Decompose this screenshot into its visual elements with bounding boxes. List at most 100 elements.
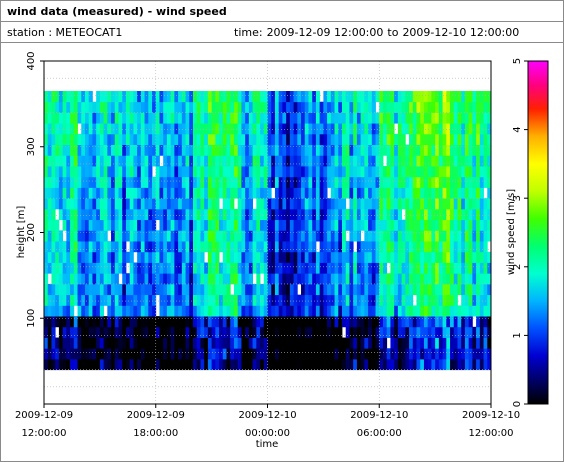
- heatmap-cell: [342, 101, 347, 113]
- heatmap-cell: [215, 155, 220, 167]
- heatmap-cell: [58, 112, 64, 124]
- heatmap-cell: [185, 294, 190, 306]
- heatmap-cell: [267, 251, 272, 263]
- heatmap-cell: [181, 112, 186, 124]
- heatmap-cell: [170, 337, 175, 349]
- heatmap-cell: [241, 262, 246, 274]
- heatmap-cell: [368, 294, 373, 306]
- heatmap-cell: [293, 187, 298, 199]
- heatmap-cell: [461, 251, 466, 263]
- heatmap-cell: [479, 273, 484, 285]
- heatmap-cell: [450, 305, 455, 317]
- heatmap-cell: [364, 176, 369, 188]
- heatmap-cell: [189, 208, 194, 221]
- heatmap-cell: [133, 273, 138, 285]
- heatmap-cell: [334, 305, 339, 317]
- time-start: 2009-12-09 12:00:00: [266, 26, 384, 39]
- heatmap-cell: [189, 337, 194, 349]
- heatmap-cell: [62, 101, 67, 113]
- heatmap-cell: [293, 326, 298, 338]
- heatmap-cell: [77, 283, 82, 296]
- heatmap-cell: [416, 316, 421, 328]
- heatmap-cell: [222, 91, 227, 103]
- heatmap-cell: [334, 358, 339, 371]
- heatmap-cell: [92, 101, 97, 113]
- heatmap-cell: [353, 187, 358, 199]
- heatmap-cell: [278, 176, 283, 188]
- heatmap-cell: [375, 305, 380, 317]
- heatmap-cell: [412, 91, 417, 103]
- heatmap-cell: [263, 187, 268, 199]
- heatmap-cell: [293, 208, 298, 221]
- heatmap-cell: [241, 230, 246, 242]
- heatmap-cell: [233, 337, 239, 349]
- heatmap-cell: [96, 305, 101, 317]
- heatmap-cell: [394, 326, 399, 338]
- heatmap-cell: [457, 219, 462, 231]
- heatmap-cell: [409, 208, 414, 221]
- heatmap-cell: [375, 176, 380, 188]
- heatmap-cell: [125, 230, 131, 242]
- heatmap-cell: [327, 262, 332, 274]
- heatmap-cell: [47, 208, 52, 221]
- heatmap-cell: [189, 133, 194, 146]
- heatmap-cell: [122, 316, 127, 328]
- heatmap-cell: [412, 230, 417, 242]
- heatmap-cell: [453, 123, 458, 135]
- heatmap-cell: [397, 305, 402, 317]
- heatmap-cell: [446, 187, 451, 199]
- heatmap-cell: [96, 166, 101, 178]
- heatmap-cell: [431, 133, 436, 146]
- heatmap-cell: [148, 166, 153, 178]
- heatmap-cell: [371, 251, 376, 263]
- heatmap-cell: [215, 208, 220, 221]
- heatmap-cell: [394, 348, 399, 360]
- heatmap-cell: [405, 198, 410, 210]
- heatmap-cell: [263, 305, 268, 317]
- heatmap-cell: [297, 219, 302, 231]
- heatmap-cell: [114, 123, 119, 135]
- heatmap-cell: [345, 208, 350, 221]
- heatmap-cell: [338, 241, 343, 253]
- heatmap-cell: [263, 251, 268, 263]
- heatmap-cell: [394, 251, 399, 263]
- heatmap-cell: [211, 112, 216, 124]
- heatmap-cell: [122, 283, 127, 296]
- heatmap-cell: [334, 251, 339, 263]
- heatmap-cell: [103, 219, 108, 231]
- heatmap-cell: [271, 101, 276, 113]
- heatmap-cell: [178, 273, 183, 285]
- heatmap-cell: [327, 294, 332, 306]
- heatmap-cell: [446, 101, 451, 113]
- heatmap-cell: [44, 348, 49, 360]
- heatmap-cell: [461, 348, 466, 360]
- heatmap-cell: [401, 166, 406, 178]
- heatmap-cell: [92, 166, 97, 178]
- heatmap-cell: [394, 294, 399, 306]
- heatmap-cell: [222, 208, 227, 221]
- heatmap-cell: [274, 316, 280, 328]
- heatmap-cell: [323, 219, 328, 231]
- x-tick-label-date: 2009-12-10: [350, 410, 408, 421]
- heatmap-cell: [301, 326, 306, 338]
- heatmap-cell: [256, 358, 261, 371]
- heatmap-cell: [401, 144, 406, 156]
- heatmap-cell: [111, 91, 116, 103]
- heatmap-cell: [252, 305, 257, 317]
- heatmap-cell: [152, 198, 157, 210]
- heatmap-cell: [96, 316, 101, 328]
- heatmap-cell: [219, 326, 224, 338]
- heatmap-cell: [200, 176, 205, 188]
- heatmap-cell: [375, 358, 380, 371]
- heatmap-cell: [185, 316, 190, 328]
- heatmap-cell: [189, 112, 194, 124]
- heatmap-cell: [137, 101, 142, 113]
- heatmap-cell: [226, 358, 231, 371]
- heatmap-cell: [423, 337, 429, 349]
- heatmap-cell: [289, 283, 294, 296]
- heatmap-cell: [368, 316, 373, 328]
- heatmap-cell: [312, 123, 317, 135]
- heatmap-cell: [468, 91, 473, 103]
- heatmap-cell: [222, 262, 227, 274]
- heatmap-cell: [334, 123, 339, 135]
